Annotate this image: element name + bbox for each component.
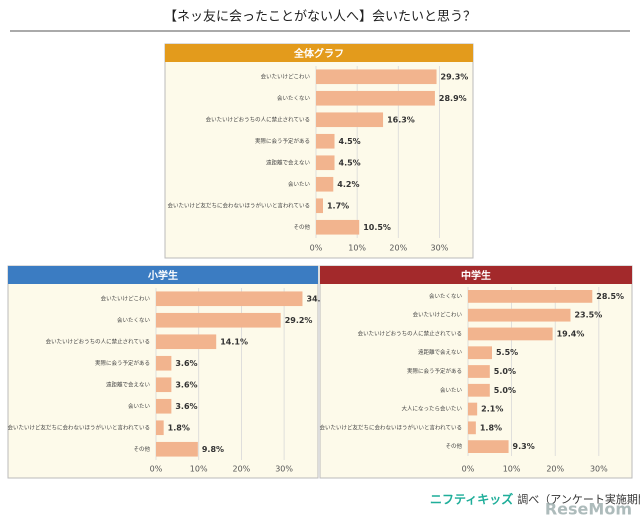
bar <box>468 308 571 322</box>
value-label: 1.7% <box>327 201 349 210</box>
bar <box>468 383 490 397</box>
y-tick-label: 会いたいけど友だちに会わないほうがいいと言われている <box>167 201 310 209</box>
x-tick-label: 30% <box>590 465 608 474</box>
y-tick-label: 会いたくない <box>429 292 463 300</box>
value-label: 5.5% <box>496 348 518 357</box>
bar <box>156 312 281 328</box>
y-tick-label: 遠距離で会えない <box>266 158 311 166</box>
y-tick-label: 会いたい <box>440 386 463 394</box>
value-label: 3.6% <box>175 380 197 389</box>
y-tick-label: 会いたいけど友だちに会わないほうがいいと言われている <box>7 423 150 431</box>
bar <box>156 441 198 457</box>
x-tick-label: 20% <box>233 465 251 474</box>
x-tick-label: 10% <box>348 244 366 253</box>
bar <box>468 421 476 435</box>
bar <box>316 219 360 235</box>
x-tick-label: 10% <box>503 465 521 474</box>
value-label: 16.3% <box>387 115 415 124</box>
bar <box>316 133 335 149</box>
value-label: 29.3% <box>441 72 469 81</box>
y-tick-label: その他 <box>293 223 310 231</box>
panel-title: 全体グラフ <box>293 47 344 60</box>
y-tick-label: 会いたいけどこわい <box>101 294 151 302</box>
bar <box>468 290 593 303</box>
panel-header <box>320 266 632 284</box>
value-label: 1.8% <box>168 423 190 432</box>
bar <box>316 90 435 106</box>
bar <box>468 346 492 360</box>
y-tick-label: 実際に会う予定がある <box>407 367 462 375</box>
bar <box>316 198 323 214</box>
value-label: 3.6% <box>175 359 197 368</box>
x-tick-label: 20% <box>546 465 564 474</box>
y-tick-label: 遠距離で会えない <box>418 348 463 356</box>
bar <box>316 69 437 85</box>
bar <box>156 398 172 414</box>
value-label: 1.8% <box>480 423 502 432</box>
value-label: 9.3% <box>513 442 535 451</box>
x-tick-label: 10% <box>190 465 208 474</box>
bar <box>316 112 384 128</box>
bar <box>468 402 478 416</box>
value-label: 9.8% <box>202 445 224 454</box>
y-tick-label: 会いたくない <box>277 94 311 102</box>
bar <box>316 155 335 171</box>
panel-header <box>165 44 473 62</box>
y-tick-label: 大人になったら会いたい <box>401 405 462 413</box>
panel-header <box>8 266 318 284</box>
footer-brand: ニフティキッズ <box>430 492 513 507</box>
y-tick-label: その他 <box>445 442 462 450</box>
bar <box>156 377 172 393</box>
value-label: 28.5% <box>596 292 624 301</box>
bar <box>468 440 509 453</box>
y-tick-label: 会いたくない <box>117 316 151 324</box>
value-label: 5.0% <box>494 386 516 395</box>
footer-text: 調べ（アンケート実施期間：2022 <box>517 492 640 506</box>
value-label: 4.5% <box>339 137 361 146</box>
x-tick-label: 0% <box>462 465 475 474</box>
x-tick-label: 0% <box>310 244 323 253</box>
y-tick-label: 会いたいけどこわい <box>261 72 311 80</box>
value-label: 28.9% <box>439 94 467 103</box>
value-label: 10.5% <box>363 223 391 232</box>
bar <box>156 355 172 371</box>
panel-title: 中学生 <box>461 269 491 282</box>
bar <box>156 334 217 350</box>
value-label: 4.5% <box>339 158 361 167</box>
panel-title: 小学生 <box>147 269 178 282</box>
x-tick-label: 20% <box>389 244 407 253</box>
x-tick-label: 30% <box>275 465 293 474</box>
y-tick-label: 会いたいけど友だちに会わないほうがいいと言われている <box>319 423 462 431</box>
y-tick-label: 会いたいけどおうちの人に禁止されている <box>358 329 462 337</box>
bar <box>468 365 490 378</box>
y-tick-label: その他 <box>133 445 150 453</box>
y-tick-label: 会いたいけどおうちの人に禁止されている <box>206 115 310 123</box>
y-tick-label: 会いたいけどおうちの人に禁止されている <box>46 337 150 345</box>
bar <box>468 327 553 341</box>
y-tick-label: 遠距離で会えない <box>106 380 151 388</box>
value-label: 4.2% <box>337 180 359 189</box>
bar <box>156 291 303 307</box>
y-tick-label: 実際に会う予定がある <box>95 359 150 367</box>
bar <box>316 176 334 192</box>
value-label: 19.4% <box>557 329 585 338</box>
x-tick-label: 30% <box>431 244 449 253</box>
y-tick-label: 会いたい <box>128 402 151 410</box>
value-label: 29.2% <box>285 316 313 325</box>
value-label: 2.1% <box>481 405 503 414</box>
watermark: ReseMom <box>545 500 632 519</box>
bar <box>156 420 164 436</box>
page-title: 【ネッ友に会ったことがない人へ】会いたいと思う？ <box>164 9 476 25</box>
y-tick-label: 会いたいけどこわい <box>413 311 463 319</box>
value-label: 5.0% <box>494 367 516 376</box>
y-tick-label: 会いたい <box>288 180 311 188</box>
x-tick-label: 0% <box>150 465 163 474</box>
value-label: 3.6% <box>175 402 197 411</box>
value-label: 23.5% <box>574 311 602 320</box>
y-tick-label: 実際に会う予定がある <box>255 137 310 145</box>
value-label: 14.1% <box>220 337 248 346</box>
